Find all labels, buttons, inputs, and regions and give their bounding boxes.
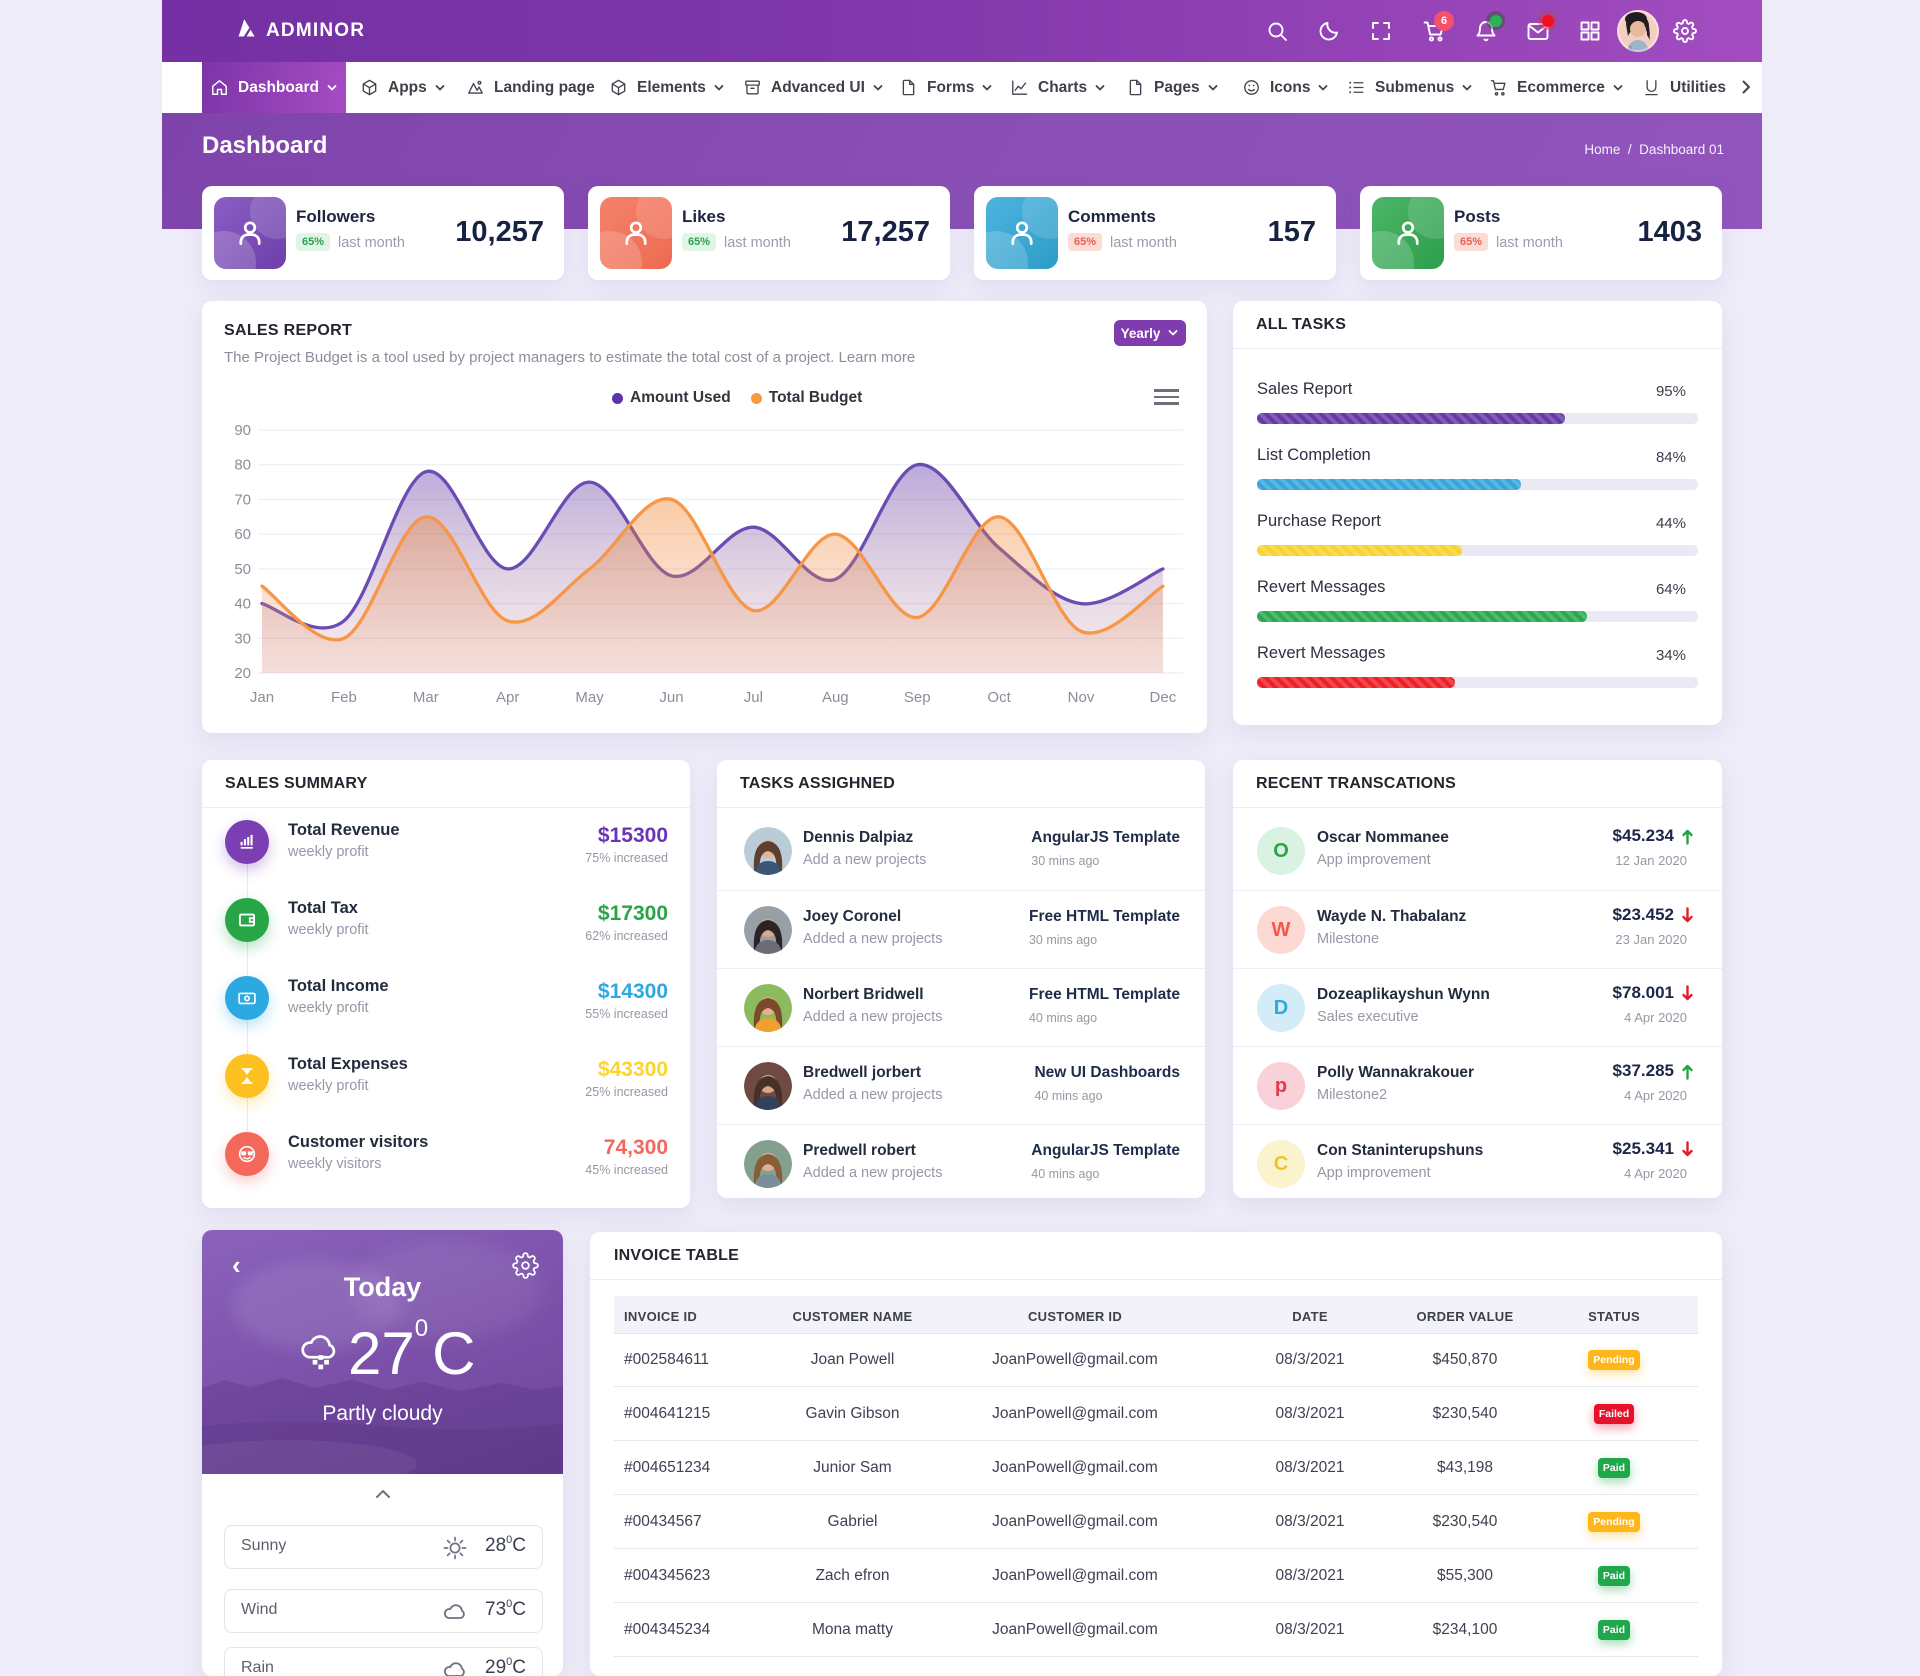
svg-text:40: 40 [234,596,251,613]
svg-text:Oct: Oct [987,689,1011,706]
svg-text:60: 60 [234,526,251,543]
svg-text:90: 90 [234,422,251,439]
svg-text:Feb: Feb [331,689,357,706]
svg-text:Jan: Jan [250,689,274,706]
svg-text:Dec: Dec [1150,689,1177,706]
svg-text:Nov: Nov [1068,689,1095,706]
svg-text:80: 80 [234,457,251,474]
svg-text:Mar: Mar [413,689,439,706]
svg-text:Sep: Sep [904,689,931,706]
svg-text:May: May [575,689,604,706]
svg-text:Jun: Jun [659,689,683,706]
svg-text:50: 50 [234,561,251,578]
svg-text:70: 70 [234,491,251,508]
svg-text:Apr: Apr [496,689,519,706]
svg-text:30: 30 [234,630,251,647]
svg-text:Jul: Jul [744,689,763,706]
svg-text:20: 20 [234,665,251,682]
svg-text:Aug: Aug [822,689,849,706]
